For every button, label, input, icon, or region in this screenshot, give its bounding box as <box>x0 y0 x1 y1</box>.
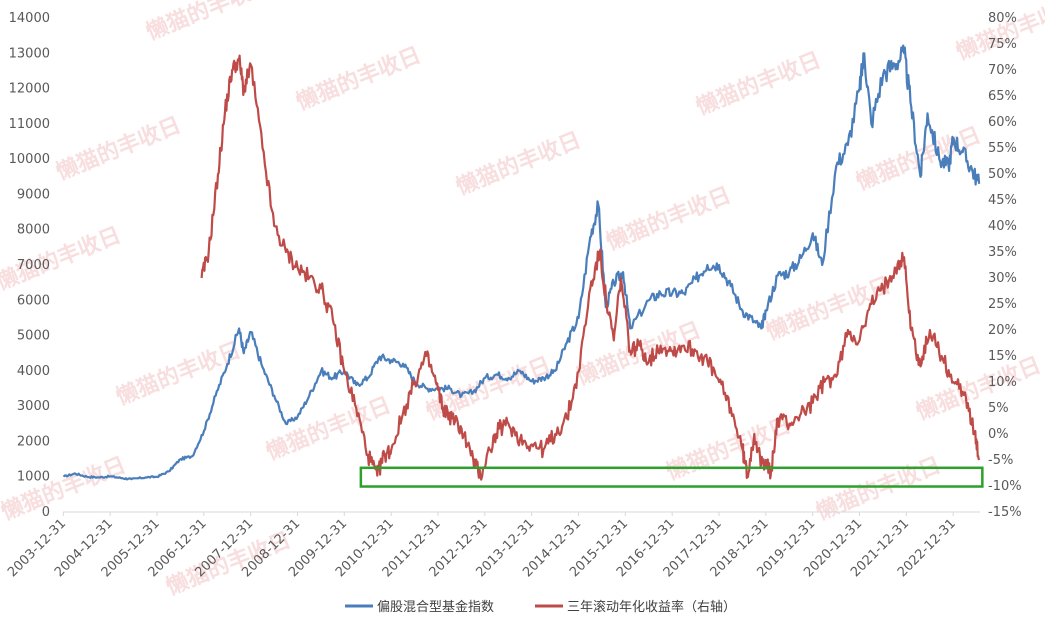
watermark-text: 懒猫的丰收日 <box>263 392 395 466</box>
y-right-tick-label: 70% <box>988 63 1017 78</box>
y-right-tick-label: 65% <box>988 89 1017 104</box>
y-left-tick-label: 1000 <box>17 470 50 485</box>
y-left-tick-label: 11000 <box>9 117 50 132</box>
y-right-tick-label: 25% <box>988 297 1017 312</box>
y-right-tick-label: 55% <box>988 141 1017 156</box>
watermark-text: 懒猫的丰收日 <box>113 337 245 411</box>
watermark-text: 懒猫的丰收日 <box>913 352 1045 426</box>
watermark-text: 懒猫的丰收日 <box>453 127 585 201</box>
watermark-text: 懒猫的丰收日 <box>813 452 945 526</box>
y-left-tick-label: 12000 <box>9 82 50 97</box>
y-left-tick-label: 7000 <box>17 258 50 273</box>
y-left-tick-label: 3000 <box>17 399 50 414</box>
highlight-box <box>359 466 984 488</box>
y-left-tick-label: 5000 <box>17 329 50 344</box>
y-right-tick-label: -5% <box>988 453 1013 468</box>
y-right-tick-label: 20% <box>988 323 1017 338</box>
y-right-tick-label: -15% <box>988 505 1022 520</box>
y-left-tick-label: 0 <box>42 505 50 520</box>
legend-label-1: 偏股混合型基金指数 <box>377 599 494 615</box>
series-layer <box>62 44 984 488</box>
watermark-text: 懒猫的丰收日 <box>143 0 275 46</box>
watermark-text: 懒猫的丰收日 <box>693 47 825 121</box>
y-left-tick-label: 13000 <box>9 46 50 61</box>
y-left-tick-label: 9000 <box>17 187 50 202</box>
y-right-tick-label: 35% <box>988 245 1017 260</box>
y-left-tick-label: 8000 <box>17 223 50 238</box>
y-right-tick-label: 45% <box>988 193 1017 208</box>
legend-label-2: 三年滚动年化收益率（右轴） <box>567 599 736 615</box>
y-right-tick-label: 50% <box>988 167 1017 182</box>
y-right-tick-label: -10% <box>988 479 1022 494</box>
y-right-tick-label: 10% <box>988 375 1017 390</box>
y-left-tick-label: 10000 <box>9 152 50 167</box>
series-line-1 <box>62 44 981 481</box>
y-left-tick-label: 14000 <box>9 11 50 26</box>
watermark-text: 懒猫的丰收日 <box>953 0 1045 66</box>
legend: 偏股混合型基金指数 三年滚动年化收益率（右轴） <box>345 599 736 615</box>
y-right-tick-label: 5% <box>988 401 1009 416</box>
y-right-tick-label: 15% <box>988 349 1017 364</box>
y-right-tick-label: 75% <box>988 37 1017 52</box>
y-right-tick-label: 30% <box>988 271 1017 286</box>
watermark-text: 懒猫的丰收日 <box>53 112 185 186</box>
watermark-text: 懒猫的丰收日 <box>293 42 425 116</box>
watermark-text: 懒猫的丰收日 <box>573 317 705 391</box>
y-right-tick-label: 60% <box>988 115 1017 130</box>
watermark-text: 懒猫的丰收日 <box>763 272 895 346</box>
y-right-tick-label: 40% <box>988 219 1017 234</box>
y-left-tick-label: 6000 <box>17 293 50 308</box>
watermark-text: 懒猫的丰收日 <box>603 182 735 256</box>
y-left-tick-label: 2000 <box>17 434 50 449</box>
y-right-tick-label: 80% <box>988 11 1017 26</box>
y-right-tick-label: 0% <box>988 427 1009 442</box>
series-line-2 <box>200 54 981 481</box>
y-left-tick-label: 4000 <box>17 364 50 379</box>
